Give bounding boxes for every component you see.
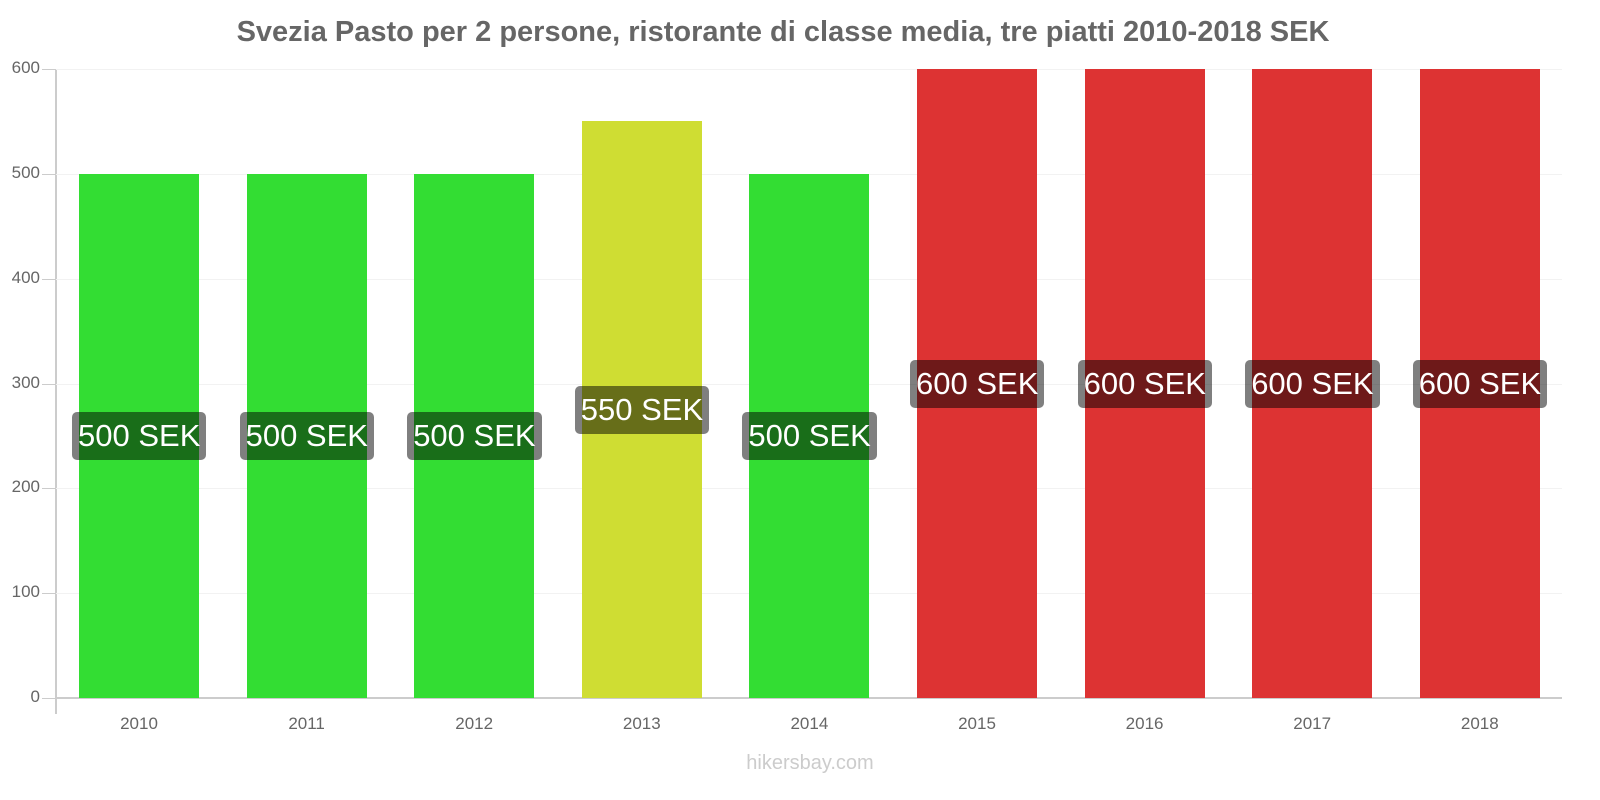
y-tick-label: 0 <box>30 687 40 706</box>
x-tick-label: 2012 <box>455 714 494 733</box>
x-tick-label: 2013 <box>622 714 661 733</box>
data-label-2011: 500 SEK <box>239 411 374 460</box>
y-tick-label: 400 <box>11 267 40 287</box>
data-label-2016: 600 SEK <box>1077 359 1212 408</box>
data-label-2017: 600 SEK <box>1245 359 1380 408</box>
x-tick-label: 2018 <box>1460 714 1499 733</box>
watermark: hikersbay.com <box>746 752 874 774</box>
y-tick-mark <box>42 698 56 699</box>
y-tick-mark <box>42 69 56 70</box>
y-tick-label: 500 <box>11 162 40 182</box>
data-label-2018: 600 SEK <box>1412 359 1548 408</box>
chart-title: Svezia Pasto per 2 persone, ristorante d… <box>236 16 1330 48</box>
data-label-2010: 500 SEK <box>72 411 207 460</box>
y-tick-mark <box>42 488 56 490</box>
y-tick-mark <box>42 593 56 595</box>
x-tick-label: 2016 <box>1125 714 1164 733</box>
x-tick-label: 2011 <box>288 714 325 733</box>
y-tick-label: 300 <box>11 372 40 392</box>
data-label-2012: 500 SEK <box>407 411 542 460</box>
y-tick-mark <box>42 383 56 385</box>
y-tick-mark <box>42 173 56 175</box>
x-axis-line <box>56 697 1562 699</box>
y-axis-line <box>55 69 57 714</box>
y-tick-label: 200 <box>11 477 40 497</box>
x-tick-label: 2010 <box>120 714 158 733</box>
x-tick-label: 2017 <box>1293 714 1332 733</box>
y-tick-label: 600 <box>11 58 40 77</box>
gridline <box>56 69 1562 70</box>
x-tick-label: 2015 <box>958 714 996 733</box>
y-tick-mark <box>42 278 56 280</box>
data-label-2014: 500 SEK <box>742 411 877 460</box>
x-tick-label: 2014 <box>790 714 829 733</box>
data-label-2013: 550 SEK <box>574 385 710 434</box>
data-label-2015: 600 SEK <box>910 359 1045 408</box>
y-tick-label: 100 <box>11 582 40 602</box>
